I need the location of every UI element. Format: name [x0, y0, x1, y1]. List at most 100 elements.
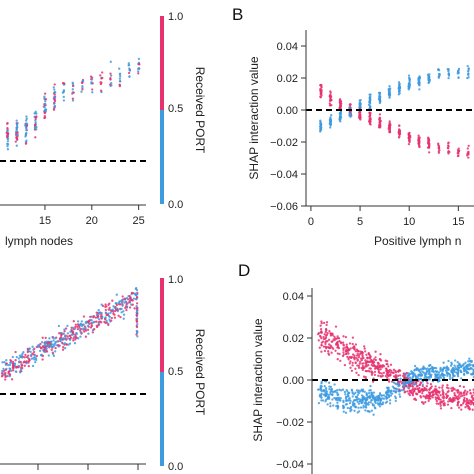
panel-a-point: [99, 74, 102, 77]
panel-d-point: [338, 388, 341, 391]
panel-d-point: [449, 364, 453, 367]
panel-d-point: [367, 392, 371, 395]
panel-d-point: [418, 368, 421, 371]
panel-b-point: [417, 140, 420, 143]
panel-b-point: [457, 70, 460, 73]
panel-c-point: [128, 300, 131, 304]
panel-d-point: [397, 374, 400, 377]
panel-b-point: [319, 129, 322, 132]
panel-d-point: [370, 373, 374, 376]
panel-d-point: [402, 381, 405, 384]
panel-d-point: [350, 356, 353, 359]
panel-d-point: [422, 365, 425, 368]
panel-d-point: [406, 374, 409, 377]
panel-d-point: [354, 343, 358, 346]
panel-c-point: [125, 296, 129, 300]
panel-c-point: [4, 378, 7, 381]
panel-c-point: [26, 347, 29, 351]
panel-d-point: [362, 406, 365, 409]
panel-c-point: [43, 342, 47, 346]
panel-c-point: [5, 375, 8, 378]
panel-d-point: [445, 370, 448, 373]
panel-d-point: [330, 351, 333, 354]
panel-c-point: [135, 302, 139, 305]
panel-c-point: [63, 342, 67, 345]
panel-b-point: [349, 115, 352, 118]
panel-c-point: [136, 335, 139, 338]
panel-d-point: [471, 408, 474, 411]
panel-c-point: [35, 358, 38, 362]
panel-b-point: [328, 102, 331, 105]
panel-b-point: [359, 98, 362, 102]
panel-d-point: [411, 371, 414, 374]
panel-c-point: [7, 363, 10, 367]
panel-d-point: [367, 364, 370, 367]
colorbar-top-tick-1: 1.0: [168, 11, 183, 23]
panel-c-point: [82, 327, 85, 330]
panel-d-point: [336, 352, 339, 355]
panel-d-point: [336, 399, 339, 402]
panel-b-point: [328, 104, 332, 107]
panel-a-point: [33, 126, 37, 129]
panel-b-point: [447, 141, 450, 144]
panel-c-point: [63, 337, 66, 341]
panel-b-point: [320, 86, 323, 89]
panel-d-point: [317, 339, 320, 342]
panel-d-point: [357, 406, 360, 409]
panel-d-point: [469, 399, 473, 402]
panel-d-point: [442, 376, 446, 380]
panel-b-point: [329, 116, 332, 119]
panel-d-point: [320, 322, 323, 325]
panel-d-y-tick-label: −0.02: [276, 417, 304, 429]
panel-c-point: [33, 355, 36, 359]
panel-d-point: [428, 378, 431, 381]
panel-d-point: [343, 363, 347, 367]
panel-d-point: [331, 346, 334, 349]
panel-a-point: [34, 120, 37, 124]
panel-b-point: [378, 100, 382, 103]
panel-d-point: [421, 367, 424, 370]
panel-b-point: [329, 126, 332, 129]
panel-d-point: [367, 395, 370, 399]
panel-d-point: [435, 367, 438, 370]
panel-d-point: [417, 373, 420, 377]
panel-d-point: [324, 342, 327, 346]
panel-b-point: [387, 90, 391, 93]
panel-d-point: [344, 399, 348, 403]
panel-c-point: [112, 310, 115, 313]
panel-d-point: [356, 364, 359, 367]
panel-d-point: [327, 338, 331, 341]
panel-d-point: [462, 362, 465, 366]
panel-c-point: [53, 344, 56, 347]
panel-d-point: [387, 378, 390, 381]
panel-d-y-tick-label: 0.04: [283, 291, 304, 303]
panel-a-point: [6, 126, 9, 130]
panel-d-point: [439, 398, 442, 401]
panel-d-point: [325, 390, 329, 393]
panel-c-point: [135, 318, 138, 322]
panel-d-point: [374, 350, 377, 353]
panel-d-point: [319, 324, 322, 327]
panel-d-point: [318, 334, 322, 338]
panel-b-point: [467, 76, 470, 79]
panel-d-point: [466, 390, 469, 394]
panel-b-point: [408, 80, 411, 84]
panel-d-point: [371, 396, 374, 399]
panel-a-point: [71, 81, 74, 84]
panel-d-point: [441, 369, 444, 373]
panel-d-point: [379, 365, 382, 368]
panel-d-point: [324, 388, 328, 392]
panel-d-point: [379, 368, 382, 371]
panel-d-point: [353, 354, 356, 357]
panel-d-point: [342, 351, 345, 354]
panel-b-y-tick-label: 0.04: [277, 41, 298, 53]
panel-d-point: [398, 374, 402, 377]
panel-d-point: [322, 345, 326, 348]
panel-d-point: [325, 321, 329, 324]
panel-d-point: [317, 331, 321, 335]
panel-a-point: [6, 145, 9, 148]
panel-d-point: [325, 323, 328, 327]
panel-d-point: [319, 387, 323, 390]
panel-a-point: [6, 129, 9, 133]
panel-d-point: [361, 368, 364, 372]
